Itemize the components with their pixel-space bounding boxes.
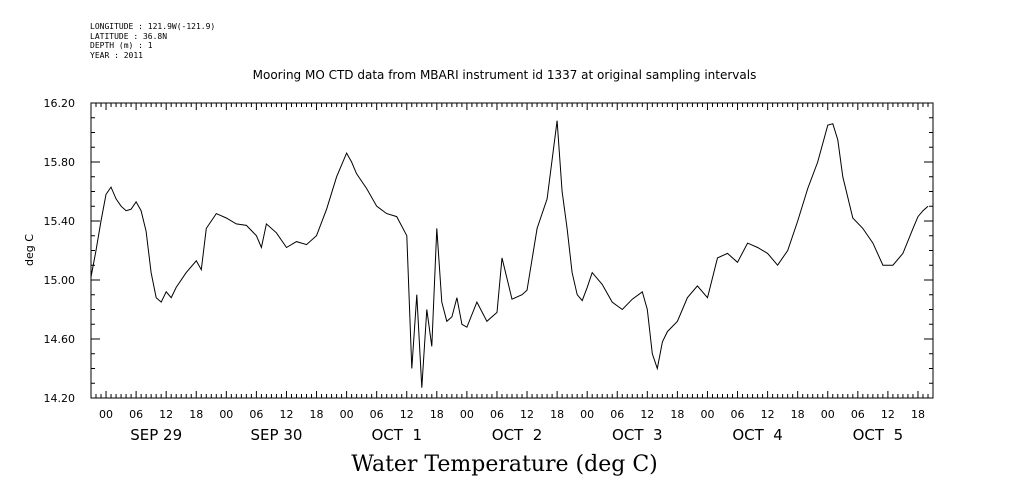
x-tick-label: 12: [159, 408, 173, 421]
x-tick-label: 18: [310, 408, 324, 421]
x-tick-label: 12: [400, 408, 414, 421]
y-tick-label: 14.20: [44, 392, 76, 405]
y-tick-label: 15.00: [44, 274, 76, 287]
y-tick-label: 16.20: [44, 97, 76, 110]
x-tick-label: 12: [761, 408, 775, 421]
x-tick-label: 18: [670, 408, 684, 421]
y-tick-label: 15.80: [44, 156, 76, 169]
x-tick-label: 00: [700, 408, 714, 421]
y-tick-label: 14.60: [44, 333, 76, 346]
longitude-text: LONGITUDE : 121.9W(-121.9): [90, 22, 216, 31]
x-tick-label: 12: [881, 408, 895, 421]
axis-labels: 00 06 12 18 00 06 12 18 00 06 12 18 00 06 12 18 00 06 12 18…: [44, 97, 925, 444]
x-tick-label: 12: [279, 408, 293, 421]
mooring-metadata: LONGITUDE : 121.9W(-121.9) LATITUDE : 36…: [90, 22, 215, 60]
depth-text: DEPTH (m) : 1: [90, 41, 153, 50]
x-tick-label: 12: [640, 408, 654, 421]
x-tick-label: 00: [580, 408, 594, 421]
x-tick-label: 00: [821, 408, 835, 421]
x-tick-label: 06: [249, 408, 263, 421]
x-tick-label: 06: [370, 408, 384, 421]
temperature-line: [90, 120, 929, 388]
x-day-label: OCT 4: [732, 426, 783, 444]
x-day-label: OCT 2: [492, 426, 543, 444]
axis-ticks: [90, 102, 934, 399]
x-tick-label: 06: [851, 408, 865, 421]
x-tick-label: 12: [520, 408, 534, 421]
x-tick-label: 18: [550, 408, 564, 421]
y-tick-label: 15.40: [44, 215, 76, 228]
x-day-label: OCT 3: [612, 426, 663, 444]
x-day-label: SEP 29: [130, 426, 182, 444]
x-tick-label: 06: [129, 408, 143, 421]
x-tick-label: 00: [219, 408, 233, 421]
x-tick-label: 18: [430, 408, 444, 421]
x-day-label: OCT 5: [853, 426, 904, 444]
latitude-text: LATITUDE : 36.8N: [90, 31, 168, 41]
chart-title: Mooring MO CTD data from MBARI instrumen…: [252, 68, 757, 82]
x-tick-label: 18: [911, 408, 925, 421]
x-day-label: OCT 1: [371, 426, 422, 444]
x-tick-label: 06: [610, 408, 624, 421]
plot-frame: [90, 102, 934, 399]
x-tick-label: 06: [731, 408, 745, 421]
x-tick-label: 00: [460, 408, 474, 421]
x-tick-label: 06: [490, 408, 504, 421]
x-tick-label: 18: [791, 408, 805, 421]
year-text: YEAR : 2011: [90, 50, 143, 60]
x-day-label: SEP 30: [251, 426, 303, 444]
x-tick-label: 18: [189, 408, 203, 421]
x-axis-title: Water Temperature (deg C): [351, 452, 658, 477]
x-tick-label: 00: [340, 408, 354, 421]
x-tick-label: 00: [99, 408, 113, 421]
y-axis-label: deg C: [23, 234, 36, 266]
